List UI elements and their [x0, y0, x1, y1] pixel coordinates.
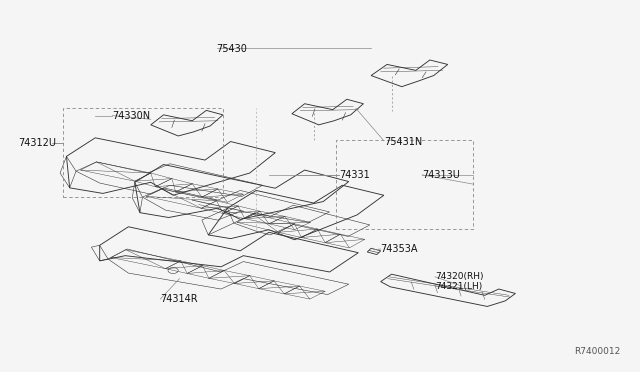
- Text: 75430: 75430: [216, 44, 248, 54]
- Text: R7400012: R7400012: [574, 347, 620, 356]
- Text: 74321(LH): 74321(LH): [435, 282, 482, 291]
- Text: 74330N: 74330N: [113, 110, 150, 121]
- Text: 74353A: 74353A: [381, 244, 418, 254]
- Text: 74313U: 74313U: [422, 170, 460, 180]
- Text: 75431N: 75431N: [384, 137, 422, 147]
- Bar: [336, 140, 473, 229]
- Text: 74331: 74331: [339, 170, 370, 180]
- Text: 74312U: 74312U: [19, 138, 56, 148]
- Text: 74314R: 74314R: [161, 294, 198, 304]
- Text: 74320(RH): 74320(RH): [435, 272, 483, 281]
- Bar: [63, 108, 223, 197]
